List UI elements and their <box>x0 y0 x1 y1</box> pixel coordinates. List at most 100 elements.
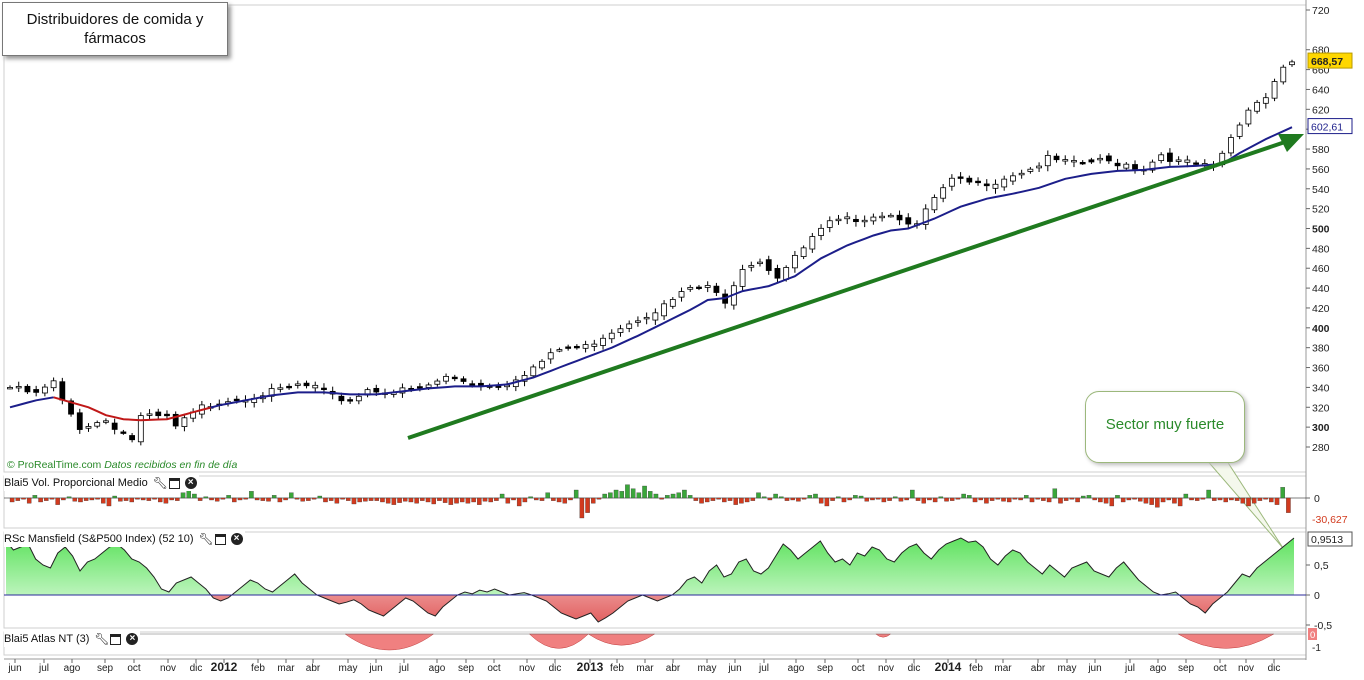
volume-bar <box>756 492 761 499</box>
trend-arrow-head <box>1278 134 1304 152</box>
volume-bar <box>374 497 380 501</box>
x-tick-label: oct <box>1213 663 1227 674</box>
volume-bar <box>232 497 237 503</box>
wrench-icon[interactable]: 🔧︎ <box>152 475 168 490</box>
volume-bar <box>431 497 436 505</box>
volume-bar <box>157 497 163 503</box>
volume-bar <box>454 497 459 504</box>
last-price-badge <box>1307 52 1353 69</box>
candle-body <box>355 395 362 402</box>
wrench-icon[interactable]: 🔧︎ <box>94 631 110 646</box>
volume-bar <box>630 488 636 499</box>
volume-bar <box>648 491 653 499</box>
x-tick-label: mar <box>636 663 654 674</box>
candle-body <box>539 360 545 369</box>
candle-body <box>146 413 153 416</box>
rs-tick-label: 0 <box>1314 590 1320 602</box>
x-tick-label: feb <box>969 663 983 674</box>
candle-body <box>757 261 763 265</box>
rs-last-badge <box>1307 531 1353 547</box>
window-icon[interactable] <box>110 633 122 645</box>
volume-bar <box>226 495 231 499</box>
volume-bar <box>824 497 830 507</box>
volume-bar <box>653 493 659 499</box>
volume-bar <box>1041 497 1046 501</box>
volume-bar <box>659 497 664 500</box>
candle-body <box>643 316 650 320</box>
volume-last-value: -30,627 <box>1312 514 1348 526</box>
panel-rs-header: RSc Mansfield (S&P500 Index) (52 10) 🔧︎ … <box>4 531 245 547</box>
x-tick-label: jul <box>398 663 409 674</box>
atlas-tick-label: -1 <box>1312 643 1321 654</box>
volume-bar <box>1143 497 1149 504</box>
y-tick-label: 720 <box>1312 5 1330 17</box>
x-tick-label: abr <box>306 663 321 674</box>
candle-body <box>24 385 31 393</box>
volume-bar <box>579 497 585 519</box>
volume-bar <box>687 495 693 499</box>
x-tick-label: 2014 <box>935 660 962 674</box>
rs-last-value: 0,9513 <box>1311 534 1343 546</box>
wrench-icon[interactable]: 🔧︎ <box>198 531 214 546</box>
x-tick-label: feb <box>610 663 624 674</box>
candle-body <box>704 285 711 288</box>
volume-bar <box>363 497 368 502</box>
volume-bar <box>146 497 152 501</box>
volume-bar <box>710 497 716 501</box>
candle-body <box>303 382 310 387</box>
x-tick-label: nov <box>1238 663 1254 674</box>
close-icon[interactable]: × <box>230 533 243 545</box>
volume-bar <box>1138 497 1143 502</box>
volume-bar <box>192 493 197 499</box>
y-tick-label: 480 <box>1312 243 1330 255</box>
y-tick-label: 460 <box>1312 263 1330 275</box>
volume-bar <box>961 493 966 499</box>
volume-bar <box>397 497 402 503</box>
x-tick-label: dic <box>549 663 562 674</box>
volume-bar <box>841 497 847 503</box>
volume-bar <box>437 497 442 501</box>
volume-bar <box>767 497 773 501</box>
volume-bar <box>573 489 579 499</box>
candle-body <box>172 413 179 427</box>
close-icon[interactable]: × <box>184 477 197 489</box>
volume-bar <box>807 495 813 499</box>
candle-body <box>713 285 720 293</box>
y-tick-label: 360 <box>1312 363 1330 375</box>
volume-bar <box>910 489 915 499</box>
candle-body <box>905 217 912 225</box>
close-icon[interactable]: × <box>126 633 139 645</box>
volume-bar <box>1251 497 1257 504</box>
credit-note: Datos recibidos en fin de día <box>104 459 238 471</box>
volume-bar <box>727 497 733 501</box>
volume-bar <box>477 497 482 505</box>
ma-line-blue <box>210 126 1293 409</box>
volume-bar <box>123 497 129 501</box>
window-icon[interactable] <box>168 477 180 489</box>
volume-bar <box>499 493 505 499</box>
volume-bar <box>796 497 801 502</box>
volume-bar <box>1058 497 1063 504</box>
volume-bar <box>1194 497 1200 501</box>
volume-bar <box>300 497 305 502</box>
candle-body <box>678 291 685 298</box>
candle-body <box>94 422 101 427</box>
candle-body <box>164 413 170 417</box>
volume-bar <box>249 491 254 499</box>
atlas-area-negative <box>875 633 892 638</box>
last-price-label: 668,57 <box>1311 56 1343 68</box>
panel-rs-title: RSc Mansfield (S&P500 Index) (52 10) <box>4 533 194 545</box>
window-icon[interactable] <box>214 533 226 545</box>
volume-bar <box>1212 497 1217 501</box>
volume-bar <box>585 497 590 513</box>
volume-bar <box>1286 497 1291 513</box>
candle-body <box>1245 109 1252 125</box>
volume-bar <box>539 497 545 501</box>
candle-body <box>765 259 772 271</box>
y-tick-label: 640 <box>1312 84 1330 96</box>
data-credit: © ProRealTime.com Datos recibidos en fin… <box>7 459 237 471</box>
volume-bar <box>847 497 852 501</box>
volume-bar <box>203 496 209 499</box>
candle-body <box>1149 161 1156 171</box>
volume-bar <box>1234 497 1240 501</box>
